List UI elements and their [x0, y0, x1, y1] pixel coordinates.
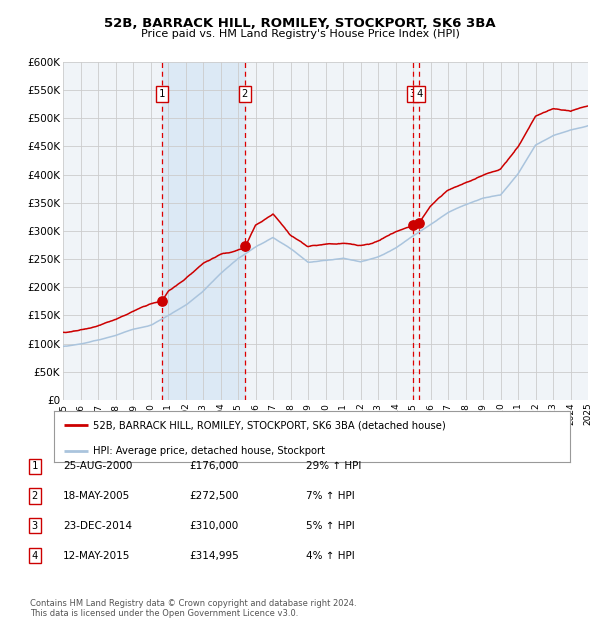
Point — [157, 296, 167, 306]
Text: 5% ↑ HPI: 5% ↑ HPI — [306, 521, 355, 531]
Text: 2: 2 — [242, 89, 248, 99]
Point — [415, 218, 424, 228]
Text: £310,000: £310,000 — [189, 521, 238, 531]
Text: 1: 1 — [159, 89, 165, 99]
Text: 2: 2 — [32, 491, 38, 501]
Point — [408, 220, 418, 230]
Text: HPI: Average price, detached house, Stockport: HPI: Average price, detached house, Stoc… — [92, 446, 325, 456]
Text: 1: 1 — [32, 461, 38, 471]
Text: £314,995: £314,995 — [189, 551, 239, 560]
Text: 3: 3 — [410, 89, 416, 99]
Text: 4: 4 — [32, 551, 38, 560]
Text: 52B, BARRACK HILL, ROMILEY, STOCKPORT, SK6 3BA: 52B, BARRACK HILL, ROMILEY, STOCKPORT, S… — [104, 17, 496, 30]
Text: 18-MAY-2005: 18-MAY-2005 — [63, 491, 130, 501]
Point — [240, 241, 250, 251]
Text: 7% ↑ HPI: 7% ↑ HPI — [306, 491, 355, 501]
Text: 23-DEC-2014: 23-DEC-2014 — [63, 521, 132, 531]
Text: 4% ↑ HPI: 4% ↑ HPI — [306, 551, 355, 560]
Text: Price paid vs. HM Land Registry's House Price Index (HPI): Price paid vs. HM Land Registry's House … — [140, 29, 460, 39]
Bar — [162, 62, 245, 400]
Text: £272,500: £272,500 — [189, 491, 239, 501]
Text: 4: 4 — [416, 89, 422, 99]
Text: 29% ↑ HPI: 29% ↑ HPI — [306, 461, 361, 471]
Text: 25-AUG-2000: 25-AUG-2000 — [63, 461, 133, 471]
Text: £176,000: £176,000 — [189, 461, 238, 471]
Text: 3: 3 — [32, 521, 38, 531]
Text: 12-MAY-2015: 12-MAY-2015 — [63, 551, 130, 560]
Text: Contains HM Land Registry data © Crown copyright and database right 2024.
This d: Contains HM Land Registry data © Crown c… — [30, 599, 356, 618]
Text: 52B, BARRACK HILL, ROMILEY, STOCKPORT, SK6 3BA (detached house): 52B, BARRACK HILL, ROMILEY, STOCKPORT, S… — [92, 420, 445, 430]
